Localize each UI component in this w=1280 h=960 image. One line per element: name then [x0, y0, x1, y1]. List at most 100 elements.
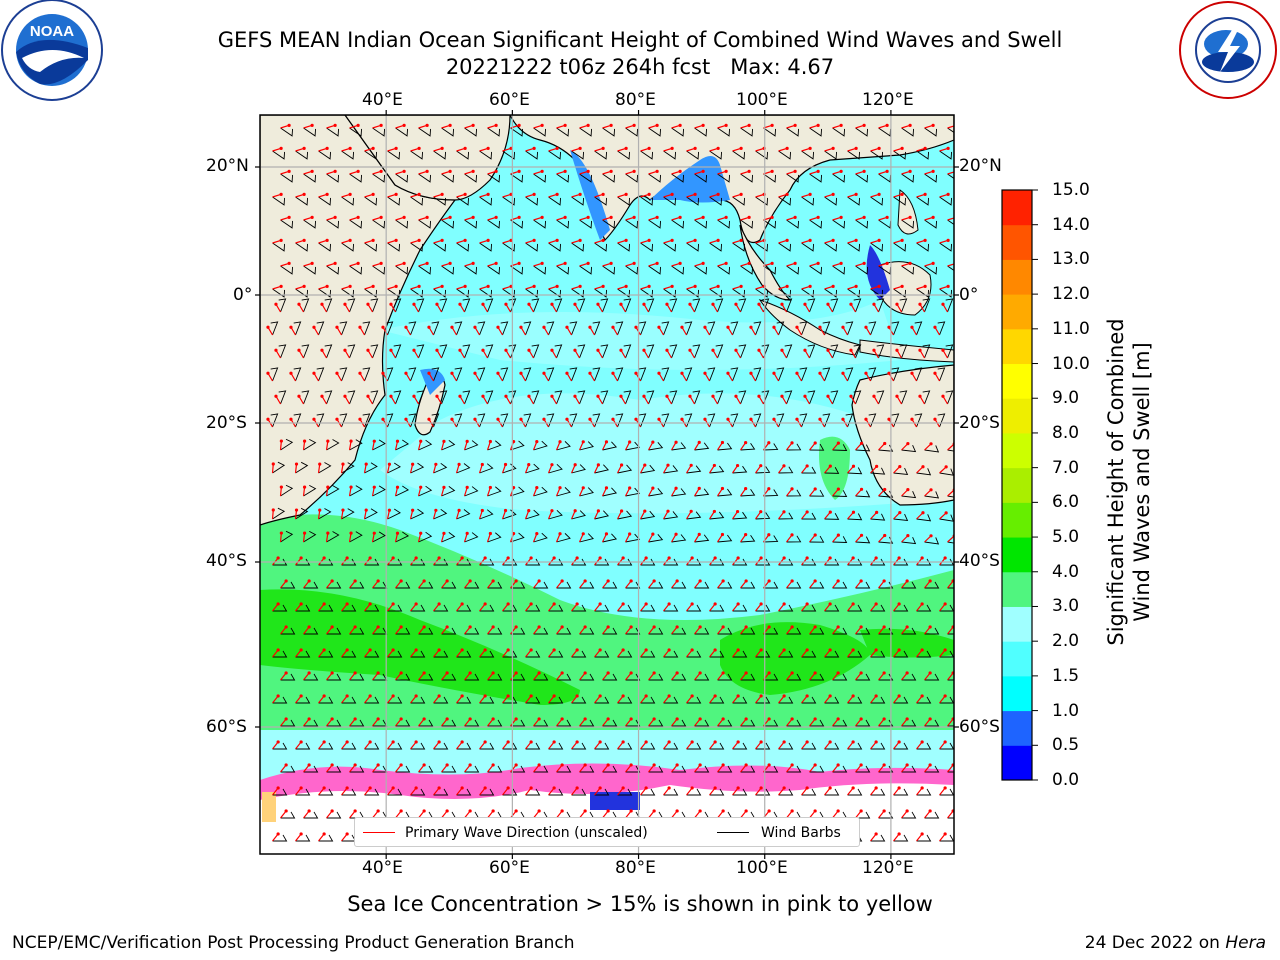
wind-barb [686, 150, 700, 160]
wave-arrow-head [322, 786, 326, 790]
lon-label-bottom-120: 120°E [862, 858, 914, 878]
wind-barb [709, 788, 725, 796]
wave-arrow-head [828, 602, 832, 606]
wave-arrow-head [414, 602, 418, 606]
wind-barb [395, 581, 411, 589]
wave-arrow-head [427, 325, 431, 329]
wind-barb [778, 696, 794, 704]
wave-arrow-head [414, 786, 418, 790]
wave-arrow-head [609, 215, 613, 219]
wind-barb [548, 463, 563, 474]
wind-barb [686, 650, 702, 658]
wave-arrow-head [368, 740, 372, 744]
wave-arrow-head [908, 261, 912, 265]
wave-arrow-head [859, 625, 863, 629]
wind-barb [638, 367, 647, 382]
wave-arrow-head [859, 579, 863, 583]
wind-barb [617, 150, 631, 160]
wave-arrow-head [735, 463, 740, 468]
wind-barb [525, 742, 541, 750]
wind-barb [410, 604, 426, 612]
wave-arrow-head [558, 486, 562, 490]
wave-arrow-head [404, 325, 408, 329]
wind-barb [433, 288, 447, 298]
wave-arrow-head [929, 534, 933, 538]
wave-arrow-head [552, 602, 556, 606]
wind-barb [640, 242, 654, 252]
wind-barb [740, 265, 754, 275]
wind-barb [531, 298, 540, 313]
wave-arrow-head [578, 146, 582, 150]
wave-arrow-head [399, 671, 403, 675]
wave-arrow-head [805, 602, 809, 606]
wind-barb [594, 510, 610, 520]
wind-barb [295, 196, 309, 206]
wind-barb [648, 719, 664, 727]
wind-barb [485, 298, 494, 313]
wind-barb [947, 449, 954, 452]
wind-barb [431, 321, 440, 336]
wind-barb [500, 321, 509, 336]
wind-barb [577, 298, 586, 313]
wave-arrow-head [606, 809, 610, 813]
wave-arrow-head [284, 763, 288, 767]
wave-arrow-head [349, 531, 353, 535]
wind-barb [855, 265, 869, 275]
wave-arrow-head [839, 261, 843, 265]
wave-arrow-head [697, 440, 701, 444]
wave-arrow-head [813, 671, 817, 675]
lat-label-right-40s: 40°S [959, 551, 1000, 571]
wave-arrow-head [621, 648, 625, 652]
wind-barb [462, 390, 471, 405]
wind-barb [870, 288, 884, 298]
colorbar-tick-label: 10.0 [1052, 353, 1090, 374]
wave-arrow-head [851, 786, 855, 790]
wave-arrow-head [471, 123, 475, 127]
wind-barb [617, 558, 633, 566]
wave-arrow-head [555, 284, 559, 288]
wave-arrow-head [279, 146, 283, 150]
wind-barb [778, 196, 792, 206]
wind-barb [433, 196, 447, 206]
wind-barb [502, 742, 518, 750]
wind-barb [525, 463, 540, 474]
wave-arrow-head [759, 556, 763, 560]
wind-barb [847, 288, 861, 298]
wind-barb [686, 242, 700, 252]
wind-barb [663, 742, 679, 750]
wave-arrow-head [897, 602, 901, 606]
wave-arrow-head [494, 169, 498, 173]
wave-arrow-head [583, 625, 587, 629]
wind-barb [937, 321, 946, 336]
wave-arrow-head [345, 648, 349, 652]
wind-barb [280, 219, 294, 229]
wave-arrow-head [575, 556, 579, 560]
wave-arrow-head [376, 625, 380, 629]
wave-arrow-head [724, 169, 728, 173]
wave-arrow-head [445, 717, 449, 721]
wind-barb [433, 242, 447, 252]
wind-barb [916, 788, 932, 796]
wave-arrow-head [841, 325, 845, 329]
wave-arrow-head [560, 671, 564, 675]
wind-barb [479, 742, 495, 750]
wind-barb [939, 150, 953, 160]
wave-arrow-head [442, 439, 446, 443]
wave-arrow-head [552, 694, 556, 698]
wave-arrow-head [325, 146, 329, 150]
wave-arrow-head [473, 325, 477, 329]
wave-arrow-head [690, 648, 694, 652]
wave-arrow-head [440, 284, 444, 288]
wind-barb [393, 344, 402, 359]
wind-barb [663, 196, 677, 206]
wind-barb [556, 127, 570, 137]
wind-barb [487, 219, 501, 229]
wind-barb [947, 127, 954, 133]
wave-arrow-head [422, 625, 426, 629]
wind-barb [485, 344, 494, 359]
wave-arrow-head [537, 671, 541, 675]
colorbar-tick-label: 15.0 [1052, 180, 1090, 200]
wind-barb [579, 219, 593, 229]
wave-arrow-head [955, 170, 958, 173]
wave-arrow-head [713, 786, 717, 790]
